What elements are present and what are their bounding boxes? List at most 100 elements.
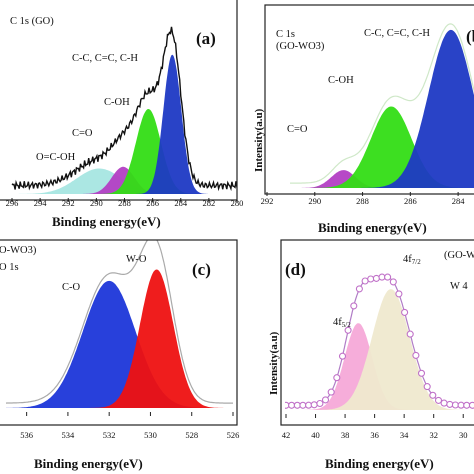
- data-point-d: [395, 290, 403, 298]
- panel-a-label: (a): [196, 29, 216, 48]
- data-point-d: [423, 383, 431, 391]
- peak-a-3: [12, 54, 237, 195]
- data-point-d: [451, 401, 459, 409]
- x-tick-label: 282: [203, 198, 216, 208]
- data-point-d: [406, 330, 414, 338]
- svg-text:(d): (d): [285, 260, 306, 279]
- annotation-a-co: C=O: [72, 128, 93, 139]
- annotation-a-cc: C-C, C=C, C-H: [72, 53, 138, 64]
- x-tick-label: 288: [118, 198, 131, 208]
- panel-b: 292 290 288 286 284 C 1s (GO-WO3) (b) C-C, C…: [253, 4, 474, 235]
- data-point-d: [299, 401, 307, 409]
- panel-c-xlabel: Binding energy(eV): [34, 456, 143, 471]
- data-point-d: [344, 326, 352, 334]
- x-tick-label: 290: [90, 198, 103, 208]
- x-tick-label: 528: [185, 430, 198, 440]
- panel-b-ylabel: Intensity(a.u): [253, 108, 265, 172]
- data-point-d: [288, 401, 296, 409]
- data-point-d: [372, 274, 380, 282]
- data-point-d: [468, 401, 474, 409]
- peak-b-1: [290, 106, 474, 188]
- annotation-d-f72: 4f7/2: [403, 254, 421, 266]
- annotation-d-f52: 4f5/2: [333, 317, 351, 329]
- x-tick-label: 36: [370, 430, 379, 440]
- panel-b-label: (b): [466, 27, 474, 46]
- x-tick-label: 530: [144, 430, 157, 440]
- x-tick-label: 294: [34, 198, 48, 208]
- data-point-d: [333, 374, 341, 382]
- panel-b-xlabel: Binding energy(eV): [318, 220, 427, 235]
- panel-d-subtitle: W 4: [450, 281, 468, 292]
- annotation-c-co: C-O: [62, 282, 81, 293]
- peak-b-2: [290, 29, 474, 188]
- data-point-d: [463, 401, 471, 409]
- x-tick-label: 526: [227, 430, 240, 440]
- x-tick-label: 532: [103, 430, 116, 440]
- data-point-d: [367, 275, 375, 283]
- svg-text:(b): (b): [466, 27, 474, 46]
- data-point-d: [327, 388, 335, 396]
- x-tick-label: 284: [452, 196, 466, 206]
- peak-c-0: [6, 280, 233, 408]
- peak-b-0: [290, 170, 474, 188]
- peak-d-1: [286, 289, 474, 410]
- panel-d-label: (d): [285, 260, 306, 279]
- svg-text:(a): (a): [196, 29, 216, 48]
- panel-b-subtitle: (GO-WO3): [276, 41, 325, 52]
- panel-d-title: (GO-W: [444, 250, 474, 261]
- data-point-d: [384, 273, 392, 281]
- x-tick-label: 30: [459, 430, 468, 440]
- panel-b-title: C 1s: [276, 29, 295, 40]
- x-tick-label: 280: [231, 198, 244, 208]
- data-point-d: [316, 399, 324, 408]
- panel-d-ylabel: Intensity(a.u): [268, 331, 280, 395]
- panel-c-label: (c): [192, 260, 211, 279]
- panel-d-frame: [280, 239, 474, 426]
- panel-a: 296 294 292 290 288 286 284 282 280 C 1s (GO) (a…: [0, 0, 243, 229]
- panel-d: 42 40 38 36 34 32 30 (d) (GO-W W 4 4f5/2 4f7/2…: [268, 239, 474, 471]
- x-tick-label: 40: [311, 430, 320, 440]
- panel-a-frame: [0, 0, 238, 201]
- panel-d-xlabel: Binding energy(eV): [325, 456, 434, 471]
- panel-c: 536 534 532 530 528 526 O-WO3) O 1s (c) C-O W…: [0, 239, 240, 471]
- data-point-d: [338, 352, 347, 360]
- panel-a-xlabel: Binding energy(eV): [52, 214, 161, 229]
- x-tick-label: 534: [62, 430, 76, 440]
- annotation-a-coh: C-OH: [104, 97, 130, 108]
- x-tick-label: 286: [146, 198, 159, 208]
- data-point-d: [434, 396, 443, 404]
- data-point-d: [321, 396, 330, 404]
- x-tick-label: 32: [429, 430, 438, 440]
- x-tick-label: 38: [341, 430, 350, 440]
- svg-text:(c): (c): [192, 260, 211, 279]
- x-tick-label: 536: [20, 430, 33, 440]
- data-point-d: [412, 351, 420, 359]
- panel-c-frame: [0, 239, 238, 426]
- data-point-d: [440, 399, 448, 407]
- data-point-d: [310, 401, 318, 409]
- envelope-c: [5, 240, 233, 404]
- envelope-a: [11, 26, 237, 192]
- data-point-d: [389, 278, 397, 286]
- annotation-a-ocoh: O=C-OH: [36, 152, 76, 163]
- panel-a-title: C 1s (GO): [10, 16, 54, 27]
- x-tick-label: 34: [400, 430, 409, 440]
- data-point-d: [429, 391, 437, 399]
- data-point-d: [350, 302, 358, 310]
- x-tick-label: 296: [6, 198, 19, 208]
- panel-c-subtitle: O 1s: [0, 262, 19, 273]
- x-tick-label: 290: [308, 196, 321, 206]
- peak-c-1: [6, 269, 233, 408]
- annotation-b-coh: C-OH: [328, 75, 354, 86]
- x-tick-label: 286: [404, 196, 417, 206]
- data-point-d: [446, 400, 454, 408]
- x-tick-label: 284: [174, 198, 188, 208]
- x-tick-label: 292: [62, 198, 75, 208]
- data-point-d: [355, 285, 363, 293]
- data-point-d: [417, 369, 426, 377]
- x-tick-label: 292: [261, 196, 274, 206]
- x-tick-label: 42: [282, 430, 291, 440]
- panel-b-frame: [264, 4, 474, 195]
- annotation-b-co: C=O: [287, 124, 308, 135]
